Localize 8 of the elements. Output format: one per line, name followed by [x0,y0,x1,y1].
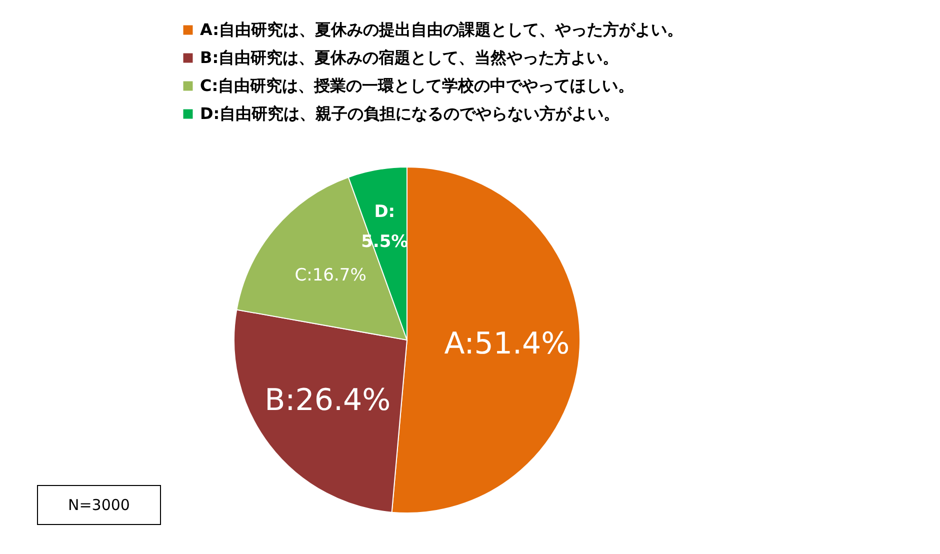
legend-label: A:自由研究は、夏休みの提出自由の課題として、やった方がよい。 [200,20,684,39]
legend-label: C:自由研究は、授業の一環として学校の中でやってほしい。 [200,76,634,95]
data-label: B:26.4% [264,382,391,418]
legend-label: B:自由研究は、夏休みの宿題として、当然やった方よい。 [200,48,619,67]
text: N=3000 [37,485,161,525]
legend-label: D:自由研究は、親子の負担になるのでやらない方がよい。 [200,104,620,123]
data-label: A:51.4% [444,326,570,362]
data-label: C:16.7% [294,266,366,286]
